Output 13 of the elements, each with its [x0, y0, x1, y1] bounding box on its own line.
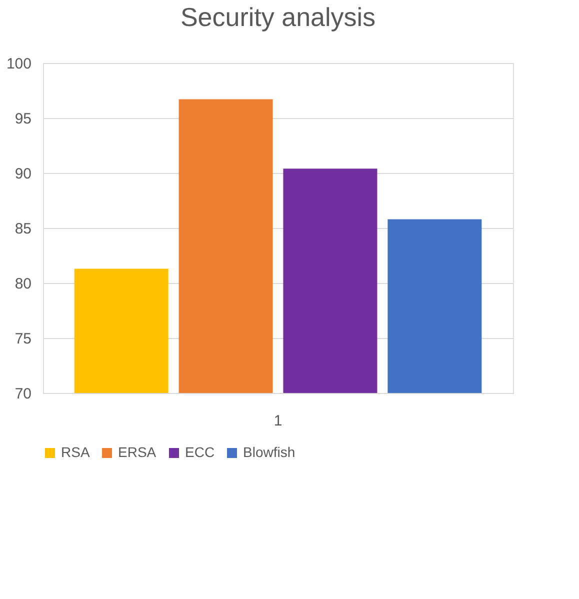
y-tick-label: 80 — [14, 276, 32, 292]
chart-title: Security analysis — [180, 2, 376, 32]
y-tick-label: 90 — [14, 166, 32, 182]
y-tick-label: 95 — [14, 110, 32, 128]
legend-label: ERSA — [118, 444, 157, 460]
x-tick-label: 1 — [274, 412, 282, 430]
y-tick-label: 75 — [14, 330, 32, 348]
y-tick-label: 70 — [14, 386, 32, 402]
legend-label: ECC — [185, 444, 215, 460]
legend-label: RSA — [61, 444, 90, 460]
legend-label: Blowfish — [243, 444, 296, 460]
y-tick-label: 85 — [14, 220, 32, 238]
y-tick-label: 100 — [6, 56, 32, 72]
